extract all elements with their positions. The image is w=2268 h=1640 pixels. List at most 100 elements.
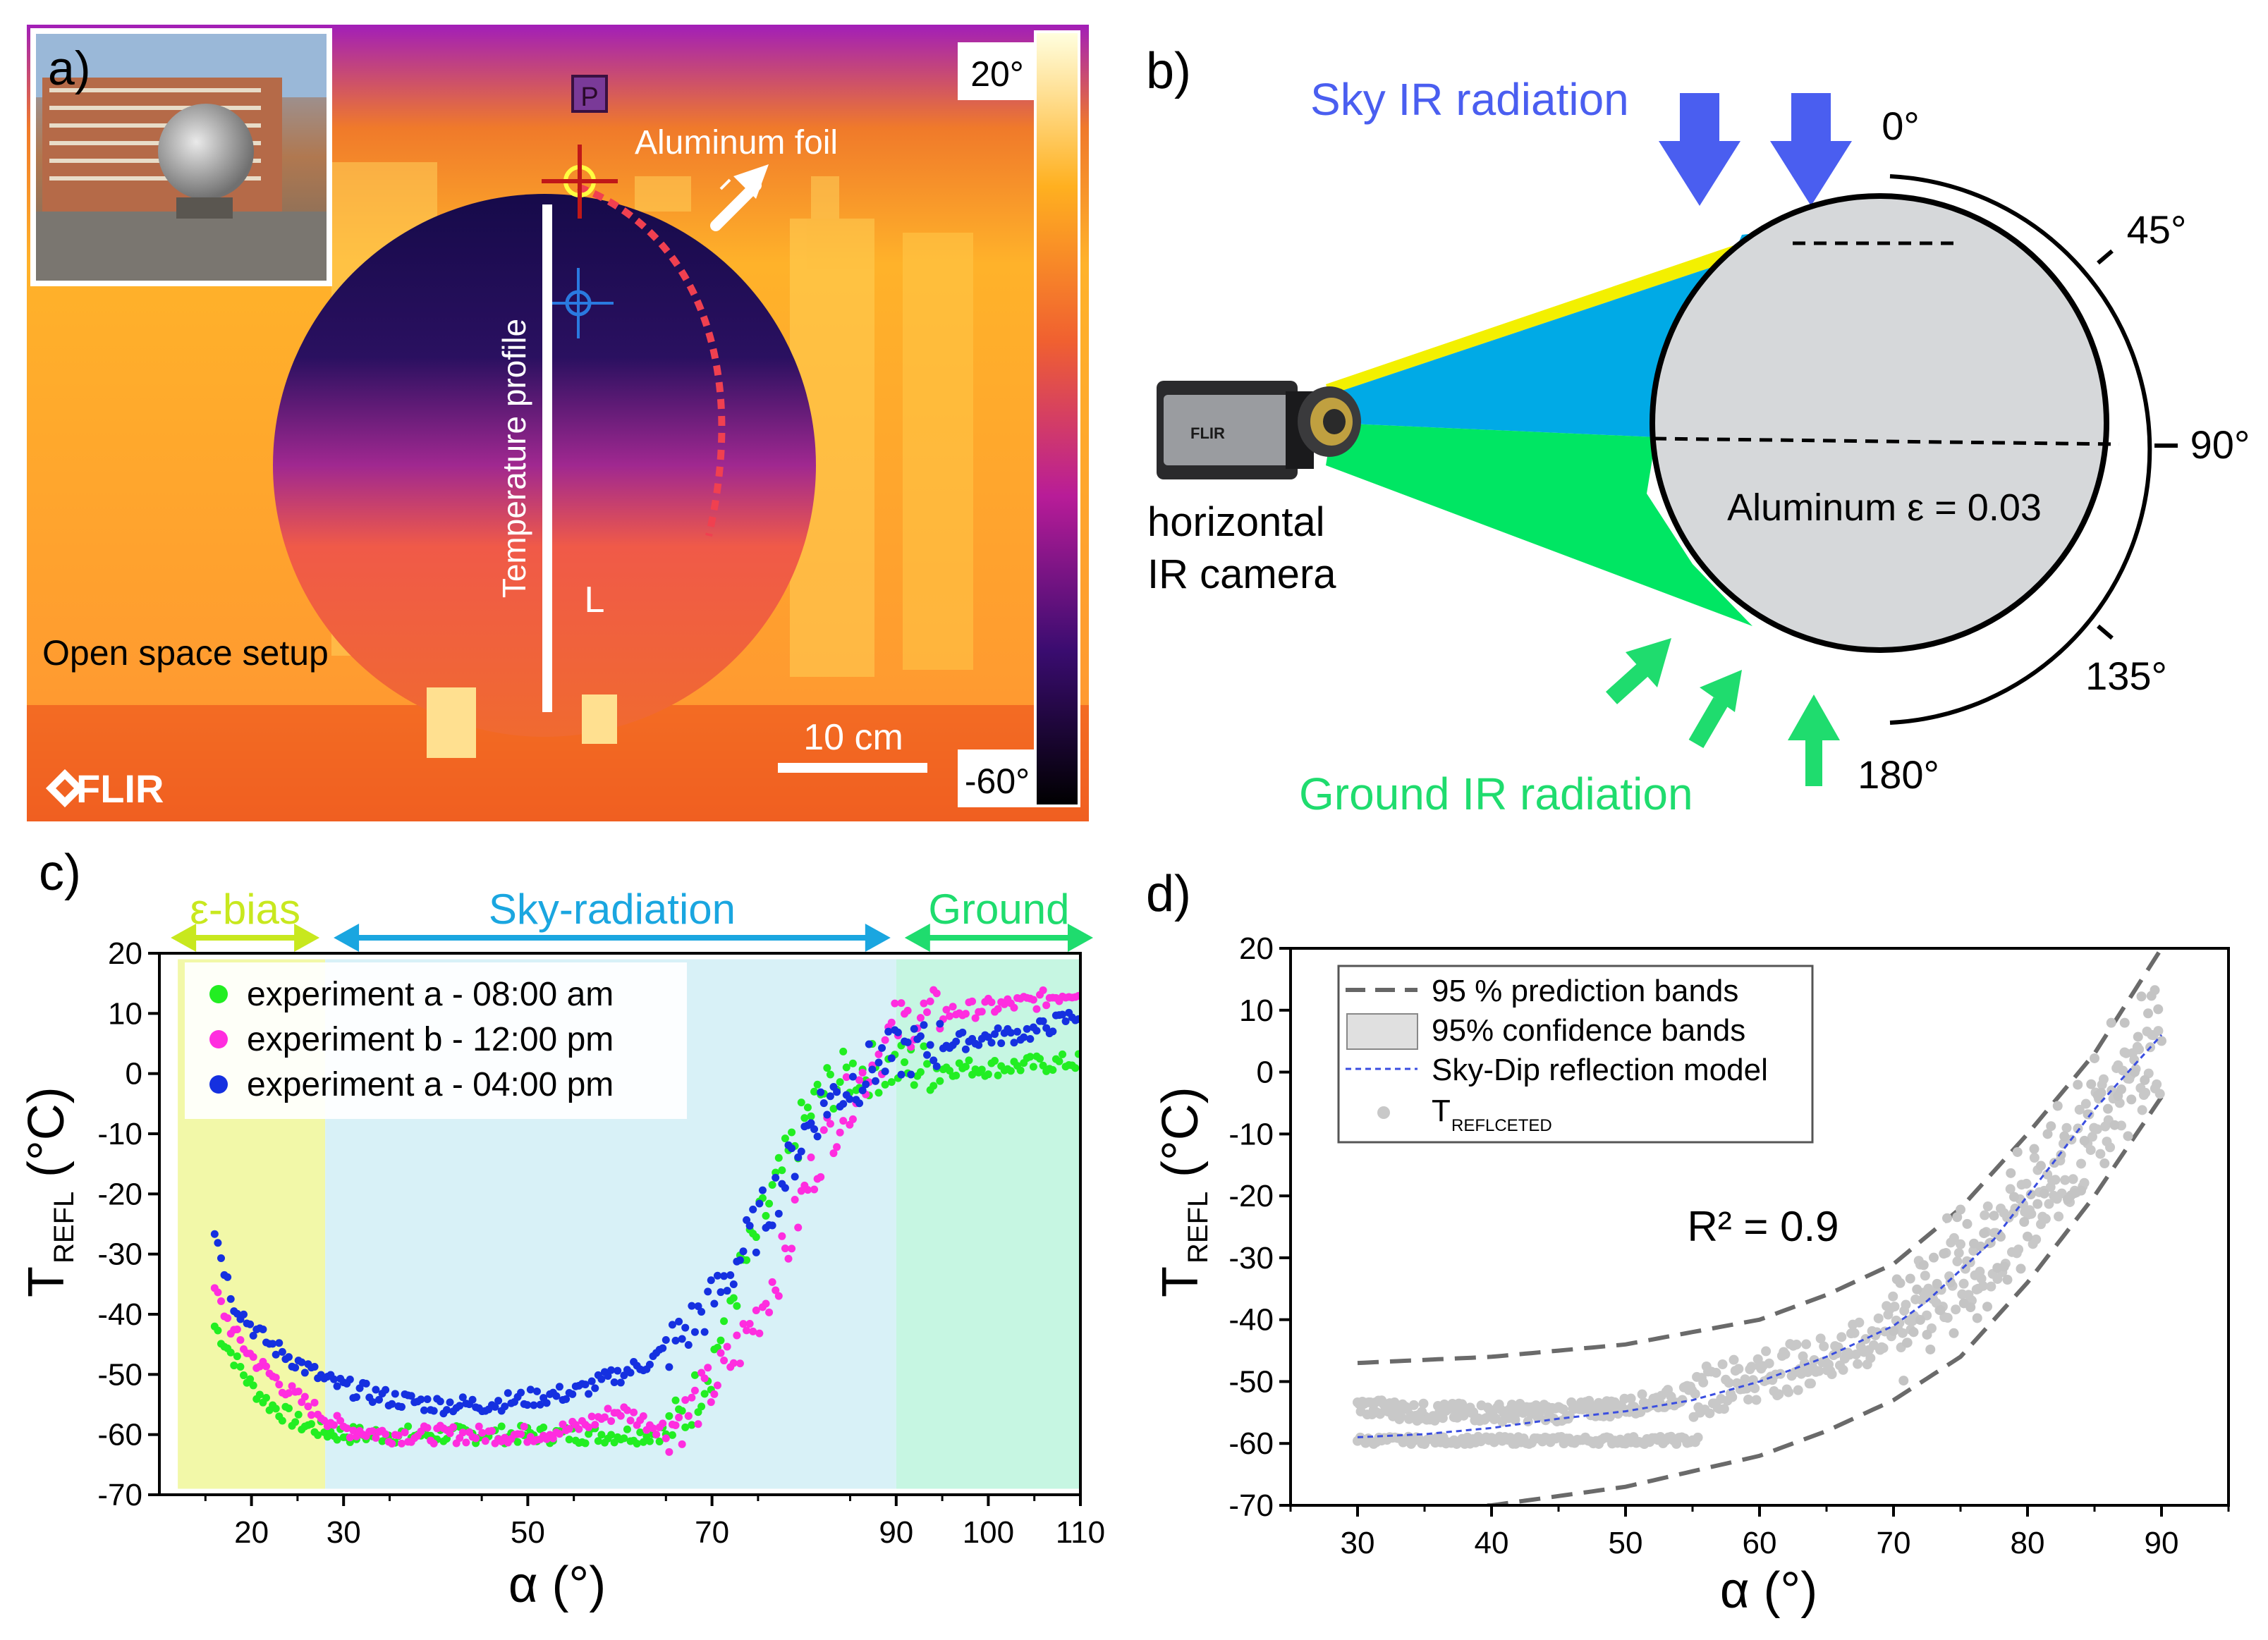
y-tick-label: -60 — [97, 1418, 142, 1452]
point-s0 — [743, 1256, 751, 1264]
point-s0 — [839, 1047, 848, 1055]
point-s1 — [520, 1422, 528, 1431]
reflected-point — [2060, 1175, 2071, 1185]
point-s1 — [678, 1440, 686, 1448]
point-s1 — [343, 1424, 351, 1433]
point-s0 — [729, 1294, 738, 1302]
reflected-point — [2079, 1177, 2090, 1188]
point-s1 — [217, 1297, 226, 1305]
point-s1 — [739, 1320, 748, 1328]
flir-logo: FLIR — [45, 766, 164, 811]
reflected-point — [1932, 1278, 1942, 1289]
point-s2 — [823, 1110, 831, 1119]
point-s1 — [762, 1299, 770, 1308]
reflected-point — [1901, 1299, 1911, 1310]
point-s0 — [720, 1317, 728, 1326]
reflected-point — [1408, 1400, 1419, 1410]
reflected-point — [2021, 1178, 2032, 1189]
legend-confidence-swatch — [1346, 1013, 1418, 1050]
region-label-0: ε-bias — [190, 886, 300, 933]
point-s1 — [916, 1014, 925, 1022]
point-s1 — [968, 997, 977, 1005]
point-s0 — [807, 1112, 815, 1120]
reflected-point — [1780, 1349, 1791, 1359]
point-s2 — [878, 1044, 886, 1052]
point-s0 — [1039, 1061, 1047, 1070]
point-s2 — [675, 1317, 683, 1326]
point-s1 — [903, 1006, 912, 1015]
point-s2 — [300, 1369, 309, 1377]
point-s2 — [246, 1320, 255, 1328]
aluminum-foil-seam — [577, 183, 726, 537]
reflected-point — [1982, 1201, 1993, 1212]
reflected-point — [2129, 1055, 2140, 1065]
point-s1 — [349, 1426, 358, 1435]
point-s1 — [304, 1402, 312, 1411]
reflected-point — [1949, 1232, 1959, 1243]
point-s1 — [994, 1005, 1002, 1013]
reflected-point — [2134, 1044, 2145, 1055]
point-s0 — [497, 1422, 506, 1431]
reflected-point — [2052, 1101, 2063, 1111]
point-s1 — [942, 1005, 951, 1014]
point-s0 — [901, 1058, 909, 1067]
y-tick-label-d: 0 — [1257, 1055, 1274, 1090]
legend-label-blue: experiment a - 04:00 pm — [247, 1066, 614, 1103]
point-s1 — [429, 1439, 438, 1448]
point-s2 — [368, 1397, 377, 1406]
y-tick-label-d: -20 — [1228, 1179, 1274, 1213]
point-s2 — [865, 1040, 873, 1048]
point-s1 — [607, 1416, 616, 1425]
point-s0 — [1026, 1053, 1035, 1061]
x-tick-label-d: 60 — [1743, 1526, 1777, 1560]
reflected-point — [2056, 1149, 2066, 1160]
point-s1 — [743, 1326, 751, 1335]
point-s0 — [813, 1080, 822, 1089]
point-s2 — [907, 1070, 915, 1079]
reflected-point — [2109, 1120, 2120, 1130]
reflected-point — [2126, 1094, 2137, 1105]
point-s0 — [1059, 1050, 1067, 1058]
point-s2 — [788, 1144, 796, 1153]
point-s1 — [329, 1421, 338, 1429]
point-s2 — [458, 1393, 467, 1402]
point-s0 — [249, 1381, 257, 1390]
point-s2 — [555, 1383, 563, 1391]
y-tick-label-d: -70 — [1228, 1488, 1274, 1523]
point-s2 — [523, 1401, 532, 1409]
color-scale: 20° -60° — [958, 30, 1080, 807]
foil-arrow-icon — [719, 178, 731, 190]
point-s2 — [591, 1384, 599, 1393]
point-s0 — [788, 1128, 796, 1137]
reflected-point — [2086, 1079, 2097, 1089]
point-s2 — [1039, 1017, 1047, 1025]
point-s1 — [729, 1359, 738, 1367]
point-s1 — [372, 1433, 380, 1442]
x-tick-label: 30 — [327, 1515, 361, 1550]
point-s2 — [597, 1375, 606, 1383]
reflected-point — [2103, 1103, 2113, 1114]
region-label-1: Sky-radiation — [489, 886, 736, 933]
reflected-point — [1761, 1346, 1772, 1357]
panel-c: c) ε-bias Sky-radiation Ground 20 30 50 70 90 1… — [18, 845, 1105, 1613]
panel-b-label: b) — [1146, 43, 1191, 99]
legend-reflected-sub: REFLCETED — [1451, 1116, 1552, 1135]
point-s2 — [684, 1341, 693, 1350]
point-s2 — [671, 1336, 680, 1345]
y-axis-title-d-main: T — [1152, 1266, 1209, 1297]
point-s2 — [374, 1395, 383, 1404]
point-s2 — [871, 1077, 879, 1085]
point-s2 — [700, 1328, 709, 1336]
reflected-point — [2019, 1217, 2030, 1228]
point-s2 — [713, 1271, 721, 1280]
point-s0 — [668, 1431, 676, 1439]
reflected-point — [2039, 1188, 2049, 1199]
reflected-point — [2105, 1142, 2116, 1153]
point-s2 — [810, 1125, 819, 1133]
reflected-point — [2013, 1244, 2024, 1255]
point-s1 — [475, 1422, 483, 1431]
point-s2 — [352, 1393, 360, 1402]
point-s0 — [539, 1424, 548, 1432]
reflected-point — [1791, 1339, 1802, 1350]
point-s2 — [681, 1323, 690, 1332]
